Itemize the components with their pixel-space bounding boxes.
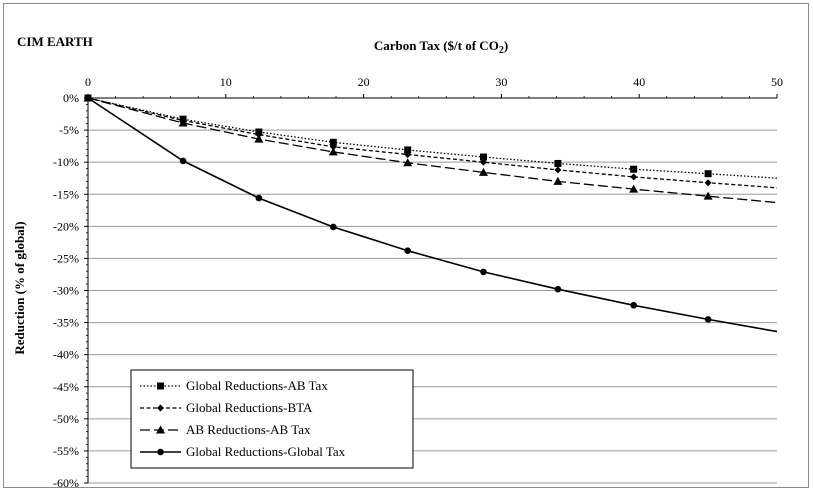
data-point [704, 179, 712, 187]
y-tick-label: -30% [53, 284, 79, 298]
data-point [404, 146, 412, 154]
data-point [704, 170, 712, 178]
data-point [630, 165, 638, 173]
y-axis-title: Reduction (% of global) [12, 221, 27, 354]
legend-entry: Global Reductions-AB Tax [140, 378, 328, 393]
series-global-reductions-ab-tax [84, 94, 778, 179]
y-tick-label: -50% [53, 412, 79, 426]
data-point [554, 159, 562, 167]
series-line [87, 97, 778, 179]
series-line [87, 97, 778, 189]
data-point [179, 157, 187, 165]
series-global-reductions-bta [84, 94, 778, 189]
axes [84, 94, 778, 484]
data-point [255, 194, 263, 202]
data-point [553, 176, 563, 185]
legend-label: Global Reductions-Global Tax [186, 444, 346, 459]
y-tick-label: -10% [53, 155, 79, 169]
y-tick-label: -35% [53, 316, 79, 330]
x-tick-label: 10 [220, 75, 232, 89]
y-tick-label: -45% [53, 380, 79, 394]
data-point [630, 301, 637, 309]
legend-marker [156, 425, 165, 434]
data-point [403, 158, 413, 167]
y-tick-label: -5% [59, 123, 79, 137]
legend-entry: Global Reductions-BTA [140, 400, 313, 415]
data-point [479, 158, 487, 166]
corner-label: CIM EARTH [17, 34, 93, 49]
x-tick-label: 50 [771, 75, 783, 89]
legend-label: Global Reductions-AB Tax [186, 378, 328, 393]
x-tick-label: 20 [358, 75, 370, 89]
y-tick-label: -40% [53, 348, 79, 362]
data-point [630, 173, 638, 181]
data-point [479, 153, 487, 161]
y-tick-label: -20% [53, 219, 79, 233]
legend-marker [157, 404, 164, 412]
data-point [404, 150, 412, 158]
series-global-reductions-global-tax [84, 94, 778, 333]
data-point [329, 223, 337, 231]
series-line [87, 97, 778, 333]
tick-labels: 0% -5% -10% -15% -20% -25% -30% -35% -40% -45% -50… [53, 75, 783, 490]
data-point [480, 268, 487, 276]
data-point [554, 285, 562, 293]
legend-entry: Global Reductions-Global Tax [140, 444, 346, 459]
y-tick-label: 0% [63, 91, 79, 105]
data-point [84, 94, 92, 102]
data-point [329, 143, 337, 151]
data-point [254, 134, 264, 143]
legend-label: Global Reductions-BTA [186, 400, 313, 415]
x-tick-label: 40 [633, 75, 645, 89]
y-tick-label: -15% [53, 187, 79, 201]
legend-label: AB Reductions-AB Tax [186, 422, 311, 437]
x-tick-label: 30 [495, 75, 507, 89]
x-axis-title: Carbon Tax ($/t of CO2) [374, 38, 508, 56]
data-point [404, 247, 411, 255]
data-point [704, 316, 712, 323]
legend: Global Reductions-AB Tax Global Reduction… [130, 369, 414, 469]
series-line [87, 97, 778, 204]
legend-entry: AB Reductions-AB Tax [140, 422, 311, 437]
legend-marker [157, 382, 164, 390]
x-tick-label: 0 [85, 75, 91, 89]
y-tick-label: -55% [53, 444, 79, 458]
data-point [629, 184, 639, 193]
legend-marker [157, 448, 164, 456]
data-point [329, 138, 337, 146]
y-tick-label: -25% [53, 251, 79, 265]
y-tick-label: -60% [53, 476, 79, 490]
data-point [178, 118, 188, 127]
data-point [703, 191, 713, 200]
series-layer [83, 93, 778, 333]
data-point [554, 166, 562, 174]
series-ab-reductions-ab-tax [83, 93, 778, 204]
data-point [478, 167, 488, 176]
data-point [328, 147, 338, 156]
